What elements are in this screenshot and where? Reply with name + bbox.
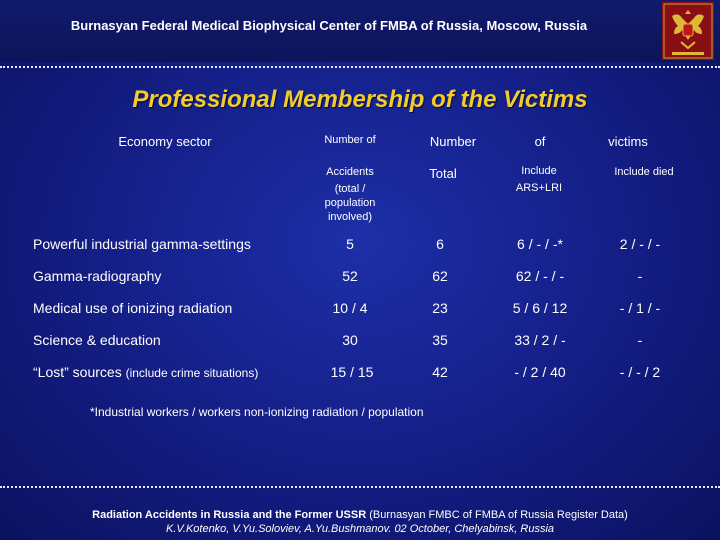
header-accidents-line3: (total /: [334, 183, 366, 195]
double-headed-eagle-emblem-icon: [662, 2, 714, 60]
footer-source: (Burnasyan FMBC of FMBA of Russia Regist…: [366, 509, 628, 521]
row2-died: -: [637, 268, 643, 284]
row3-ars: 5 / 6 / 12: [512, 300, 568, 316]
row2-accidents: 52: [342, 268, 358, 284]
row2-total: 62: [432, 268, 448, 284]
header-accidents-line1: Number of: [324, 134, 376, 146]
row2-ars: 62 / - / -: [515, 268, 565, 284]
footer-authors: K.V.Kotenko, V.Yu.Soloviev, A.Yu.Bushman…: [165, 523, 555, 535]
row5-accidents: 15 / 15: [330, 364, 374, 380]
row5-total: 42: [432, 364, 448, 380]
header-victims: victims: [608, 134, 648, 149]
header-number: Number: [429, 134, 477, 149]
row1-total: 6: [436, 236, 444, 252]
row5-sector-note: (include crime situations): [125, 366, 259, 380]
header-divider: [0, 66, 720, 68]
row3-sector: Medical use of ionizing radiation: [33, 300, 233, 316]
row3-total: 23: [432, 300, 448, 316]
footer-divider: [0, 486, 720, 488]
footer-citation: Radiation Accidents in Russia and the Fo…: [0, 508, 720, 536]
footer-title: Radiation Accidents in Russia and the Fo…: [92, 509, 367, 521]
row5-sector-label: “Lost” sources: [33, 364, 122, 380]
row1-sector: Powerful industrial gamma-settings: [33, 236, 251, 252]
header-accidents-line2: Accidents: [326, 166, 374, 178]
institution-header: Burnasyan Federal Medical Biophysical Ce…: [70, 18, 588, 33]
row4-accidents: 30: [342, 332, 358, 348]
row4-ars: 33 / 2 / -: [514, 332, 566, 348]
row4-died: -: [637, 332, 643, 348]
header-of: of: [534, 134, 546, 149]
header-accidents-line5: involved): [327, 211, 373, 223]
row1-ars: 6 / - / -*: [517, 236, 563, 252]
page-title: Professional Membership of the Victims: [132, 86, 588, 113]
row5-ars: - / 2 / 40: [514, 364, 566, 380]
header-ars-lri: ARS+LRI: [515, 182, 563, 194]
row5-sector: “Lost” sources (include crime situations…: [33, 364, 303, 380]
footnote: *Industrial workers / workers non-ionizi…: [90, 405, 424, 419]
row4-total: 35: [432, 332, 448, 348]
header-economy-sector: Economy sector: [118, 134, 212, 149]
header-include-died: Include died: [614, 166, 674, 178]
row3-died: - / 1 / -: [619, 300, 661, 316]
header-total: Total: [429, 166, 457, 181]
row1-died: 2 / - / -: [619, 236, 661, 252]
row2-sector: Gamma-radiography: [33, 268, 162, 284]
row4-sector: Science & education: [33, 332, 161, 348]
row1-accidents: 5: [346, 236, 354, 252]
header-include: Include: [521, 165, 557, 177]
header-band: [0, 0, 720, 62]
row3-accidents: 10 / 4: [332, 300, 368, 316]
header-accidents-line4: population: [324, 197, 376, 209]
row5-died: - / - / 2: [619, 364, 661, 380]
